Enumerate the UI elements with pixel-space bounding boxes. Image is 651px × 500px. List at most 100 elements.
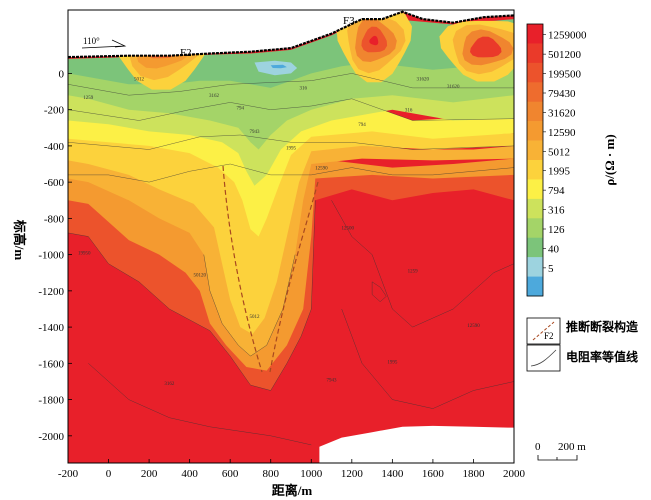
contour-a [68, 163, 514, 183]
x-tick-label: 1400 [381, 468, 404, 480]
y-tick-label: 0 [59, 68, 65, 80]
colorbar-swatch [527, 140, 543, 161]
colorbar-swatch [527, 121, 543, 141]
contour-label: 794 [358, 123, 366, 128]
strike-annotation: 110° [81, 36, 127, 49]
y-tick-label: -1000 [38, 250, 64, 262]
colorbar-swatch [527, 179, 543, 200]
legend-fault-symbol-box [526, 317, 561, 345]
contour-c [68, 98, 514, 121]
contour-label: 316 [299, 87, 307, 92]
contour-label: 316 [405, 109, 413, 114]
colorbar-level-label: 199500 [548, 69, 582, 81]
legend-fault-symbol-label: F2 [544, 331, 554, 341]
y-tick-label: -1600 [38, 358, 64, 370]
colorbar-swatch [527, 43, 543, 64]
x-tick-label: 1200 [341, 468, 364, 480]
contour-h [341, 308, 514, 409]
x-tick-label: 600 [222, 468, 239, 480]
y-axis-label: 标高/m [12, 219, 27, 261]
blob-right-ring-3 [470, 36, 502, 58]
y-tick-label: -1400 [38, 322, 64, 334]
colorbar-swatch [527, 198, 543, 219]
contour-label: 1995 [387, 360, 398, 365]
x-tick-label: 200 [141, 468, 158, 480]
colorbar-swatch [527, 160, 543, 180]
contour-b [68, 134, 514, 150]
colorbar-swatch [527, 24, 543, 44]
colorbar-level-label: 5 [548, 263, 554, 275]
colorbar-swatch [527, 257, 543, 277]
blob-left-ring-3 [144, 31, 179, 59]
strike-label: 110° [83, 36, 100, 46]
x-tick-label: 1600 [422, 468, 445, 480]
y-tick-label: -800 [44, 213, 65, 225]
scale-bar-zero: 0 [535, 441, 541, 453]
contour-labels: 1259 5012 3162 7943 1995 12590 794 316 31620 1995… [78, 78, 480, 387]
contour-label: 50120 [194, 273, 207, 278]
y-tick-label: -1800 [38, 395, 64, 407]
strike-arrow-line [81, 45, 126, 49]
legend-contour-symbol-line [530, 349, 557, 367]
contour-e [68, 200, 316, 391]
y-tick-label: -400 [44, 141, 65, 153]
fault-line-f3 [269, 181, 319, 373]
fault-line-f2 [222, 165, 263, 373]
blob-mid-ring-4 [369, 35, 379, 46]
colorbar-frame [526, 23, 544, 297]
colorbar-swatch [527, 101, 543, 122]
x-tick-label: 400 [181, 468, 198, 480]
colorbar-level-label: 31620 [548, 107, 576, 119]
contour-label: 3162 [209, 94, 220, 99]
colorbar-swatch [527, 82, 543, 103]
contour-label: 5012 [134, 78, 145, 83]
colorbar-level-label: 126 [548, 224, 565, 236]
strike-arrow-head [111, 39, 127, 48]
contour-lines [68, 73, 514, 446]
contour-g [331, 200, 514, 328]
colorbar-swatch [527, 62, 543, 83]
x-tick-label: 2000 [503, 468, 526, 480]
x-axis-label: 距离/m [272, 483, 313, 498]
colorbar-level-label: 1259000 [548, 30, 587, 42]
contour-label: 7943 [250, 130, 261, 135]
y-tick-label: -1200 [38, 286, 64, 298]
colorbar-swatch [527, 218, 543, 239]
y-tick-label: -200 [44, 105, 65, 117]
colorbar: 1259000 501200 199500 79430 31620 12590 5012 19… [526, 23, 587, 297]
x-tick-label: 1800 [462, 468, 485, 480]
layer-blue [270, 64, 287, 69]
colorbar-level-label: 40 [548, 243, 560, 255]
blob-left-ring-4 [154, 41, 167, 51]
colorbar-level-label: 1995 [548, 166, 571, 178]
contour-label: 1259 [83, 96, 94, 101]
contour-label: 7943 [327, 379, 338, 384]
fault-label-f2: F2 [180, 47, 192, 59]
contour-j [371, 281, 387, 303]
contour-label: 12590 [467, 324, 480, 329]
colorbar-swatch [527, 237, 543, 258]
colorbar-label: ρ/(Ω · m) [602, 134, 617, 185]
contour-label: 3162 [164, 382, 175, 387]
x-tick-label: 1000 [300, 468, 323, 480]
colorbar-swatch [527, 276, 543, 297]
legend-contour-label: 电阻率等值线 [566, 349, 638, 364]
contour-label: 794 [237, 107, 245, 112]
x-axis-ticks: -200 0 200 400 600 800 1000 1200 1400 1600 1800 200… [58, 459, 526, 480]
no-data-area [319, 425, 514, 463]
y-axis-ticks: 0 -200 -400 -600 -800 -1000 -1200 -1400 -1600 -18… [38, 68, 72, 443]
plot-frame [67, 9, 515, 464]
contour-f [203, 254, 296, 357]
colorbar-level-label: 12590 [548, 127, 576, 139]
colorbar-level-label: 5012 [548, 146, 570, 158]
colorbar-level-label: 794 [548, 185, 565, 197]
colorbar-level-label: 79430 [548, 88, 576, 100]
contour-label: 12500 [342, 226, 355, 231]
legend: F2 推断断裂构造 电阻率等值线 [526, 317, 639, 372]
colorbar-level-label: 316 [548, 205, 565, 217]
x-tick-label: -200 [58, 468, 79, 480]
x-tick-label: 800 [262, 468, 279, 480]
legend-contour-symbol-box [526, 344, 561, 372]
y-tick-label: -600 [44, 177, 65, 189]
y-tick-label: -2000 [38, 431, 64, 443]
